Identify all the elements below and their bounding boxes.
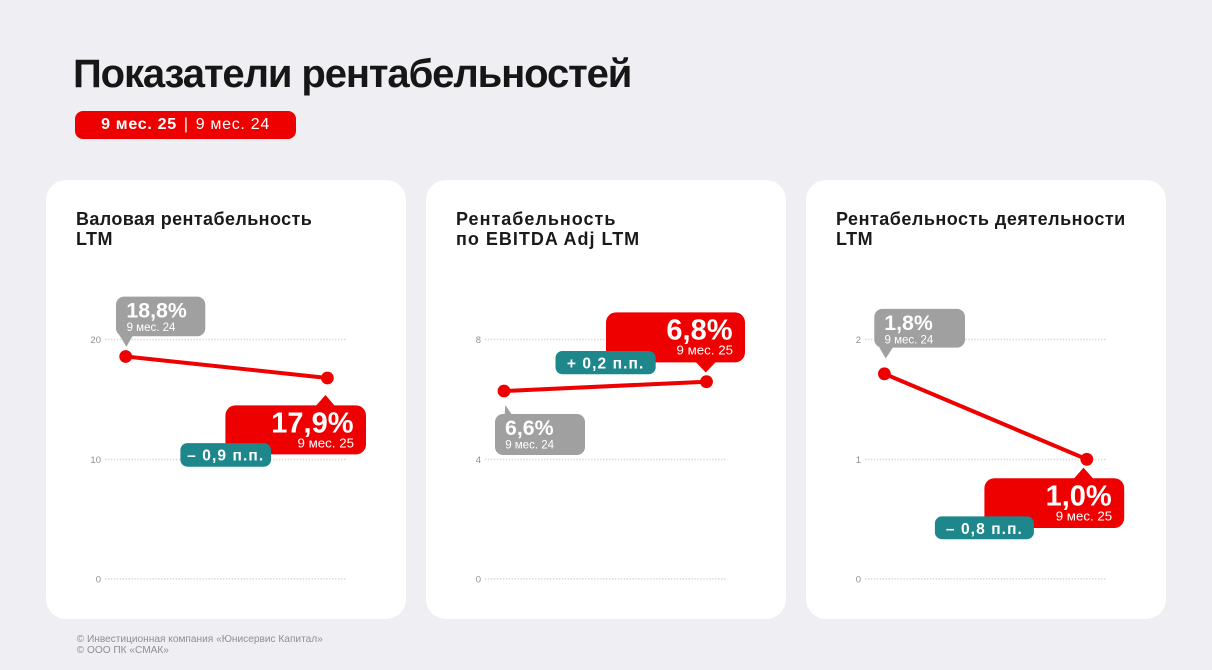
svg-text:1,0%: 1,0%	[1046, 480, 1112, 512]
svg-text:– 0,8 п.п.: – 0,8 п.п.	[946, 521, 1023, 538]
svg-text:0: 0	[476, 574, 481, 585]
svg-text:20: 20	[90, 335, 101, 346]
svg-text:8: 8	[476, 335, 481, 346]
svg-text:0: 0	[96, 574, 101, 585]
svg-text:9 мес. 24: 9 мес. 24	[505, 439, 554, 451]
svg-text:10: 10	[90, 455, 101, 466]
svg-text:2: 2	[856, 335, 861, 346]
svg-text:18,8%: 18,8%	[126, 299, 186, 323]
svg-text:0: 0	[856, 574, 861, 585]
svg-text:– 0,9 п.п.: – 0,9 п.п.	[187, 448, 264, 465]
svg-text:+ 0,2 п.п.: + 0,2 п.п.	[567, 356, 645, 373]
svg-text:9 мес. 24: 9 мес. 24	[885, 334, 934, 346]
svg-text:6,8%: 6,8%	[666, 315, 732, 347]
svg-text:9 мес. 25: 9 мес. 25	[298, 436, 354, 451]
svg-text:6,6%: 6,6%	[505, 416, 554, 440]
svg-text:9 мес. 25: 9 мес. 25	[1056, 509, 1112, 524]
svg-text:17,9%: 17,9%	[271, 408, 353, 440]
svg-text:9 мес. 25: 9 мес. 25	[677, 343, 733, 358]
svg-text:4: 4	[476, 455, 481, 466]
svg-text:1: 1	[856, 455, 861, 466]
svg-text:1,8%: 1,8%	[884, 311, 933, 335]
svg-text:9 мес. 24: 9 мес. 24	[127, 322, 176, 334]
